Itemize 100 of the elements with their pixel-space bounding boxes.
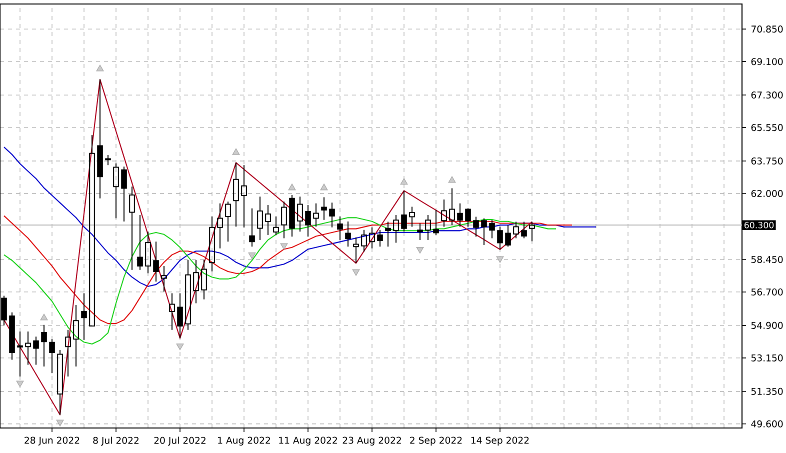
x-tick-label: 23 Aug 2022 xyxy=(342,436,401,446)
point xyxy=(232,148,240,155)
candlestick xyxy=(289,194,295,238)
candlestick xyxy=(225,201,231,242)
candlestick xyxy=(257,196,263,240)
candlestick xyxy=(249,208,255,248)
candlestick xyxy=(489,220,495,239)
candlestick xyxy=(161,265,167,292)
candlestick xyxy=(305,204,311,238)
candlestick xyxy=(17,331,23,378)
candlestick xyxy=(201,259,207,300)
y-tick-label: 69.100 xyxy=(751,58,783,66)
candlestick xyxy=(321,196,327,220)
y-tick-label: 56.700 xyxy=(751,288,783,296)
candlestick xyxy=(505,224,511,248)
y-tick-label: 62.000 xyxy=(751,190,783,198)
candlestick xyxy=(169,292,175,330)
candlestick xyxy=(265,204,271,236)
candlestick xyxy=(361,229,367,252)
y-tick-label: 70.850 xyxy=(751,26,783,33)
candlestick xyxy=(33,336,39,366)
x-tick-label: 8 Jul 2022 xyxy=(93,436,138,446)
ref-line-label: 60.300 xyxy=(744,222,774,228)
candlestick xyxy=(273,216,279,236)
candlestick xyxy=(233,162,239,228)
y-tick-label: 65.550 xyxy=(751,124,783,132)
candlestick xyxy=(217,202,223,249)
candlestick xyxy=(177,292,183,339)
candlestick xyxy=(137,214,143,270)
point xyxy=(496,256,504,263)
candlestick xyxy=(377,229,383,248)
candlestick xyxy=(409,206,415,228)
candlestick xyxy=(417,222,423,240)
candlestick xyxy=(145,231,151,274)
x-tick-label: 1 Aug 2022 xyxy=(218,436,270,446)
candlestick xyxy=(345,221,351,248)
y-tick-label: 49.600 xyxy=(751,420,783,428)
candlestick xyxy=(329,202,335,228)
point xyxy=(448,176,456,183)
candlestick xyxy=(513,221,519,239)
x-tick-label: 28 Jun 2022 xyxy=(24,436,80,446)
candlestick xyxy=(153,241,159,282)
candlestick xyxy=(497,226,503,250)
candlestick xyxy=(49,338,55,374)
candlestick xyxy=(25,331,31,366)
candlestick xyxy=(185,260,191,330)
candlestick xyxy=(425,214,431,240)
candlestick xyxy=(41,324,47,367)
candlestick xyxy=(57,349,63,416)
point xyxy=(16,380,24,388)
candlestick xyxy=(385,221,391,248)
candlestick xyxy=(337,216,343,240)
candlestick xyxy=(193,260,199,304)
candlestick xyxy=(281,201,287,239)
candlestick xyxy=(297,196,303,232)
candlestick xyxy=(89,134,95,326)
candlestick xyxy=(457,202,463,228)
candlestick xyxy=(121,166,127,222)
x-tick-label: 20 Jul 2022 xyxy=(154,436,206,446)
candlestick xyxy=(9,312,15,360)
y-tick-label: 54.900 xyxy=(751,322,783,329)
x-tick-label: 2 Sep 2022 xyxy=(410,436,462,446)
candlestick xyxy=(465,208,471,228)
y-tick-label: 58.450 xyxy=(751,256,783,263)
point xyxy=(400,178,408,185)
point xyxy=(288,184,296,190)
candlestick xyxy=(241,164,247,228)
candlestick xyxy=(481,218,487,246)
point xyxy=(416,246,424,254)
point xyxy=(320,184,328,190)
candlestick xyxy=(129,186,135,270)
candlestick xyxy=(313,202,319,228)
candlestick xyxy=(209,216,215,272)
point xyxy=(96,64,104,72)
y-tick-label: 53.150 xyxy=(751,354,783,362)
point xyxy=(176,344,184,350)
candlestick xyxy=(113,162,119,219)
candlestick xyxy=(529,221,535,242)
candlestick xyxy=(521,221,527,239)
x-tick-label: 11 Aug 2022 xyxy=(279,436,337,446)
candlestick xyxy=(65,329,71,378)
x-tick-label: 14 Sep 2022 xyxy=(471,436,529,446)
point xyxy=(280,243,288,250)
y-tick-label: 67.300 xyxy=(751,92,783,99)
y-tick-label: 51.350 xyxy=(751,388,783,395)
candlestick xyxy=(73,304,79,367)
candlestick xyxy=(441,198,447,228)
candlestick xyxy=(353,236,359,264)
candlestick xyxy=(449,188,455,226)
candlestick xyxy=(433,210,439,236)
candlestick xyxy=(473,216,479,238)
candlestick xyxy=(81,292,87,340)
point xyxy=(56,420,64,426)
candlestick xyxy=(97,78,103,199)
y-tick-label: 63.750 xyxy=(751,157,783,165)
point xyxy=(352,269,360,276)
candlestick xyxy=(401,190,407,232)
point xyxy=(248,252,256,260)
candlestick xyxy=(369,226,375,249)
candlestick xyxy=(393,214,399,244)
